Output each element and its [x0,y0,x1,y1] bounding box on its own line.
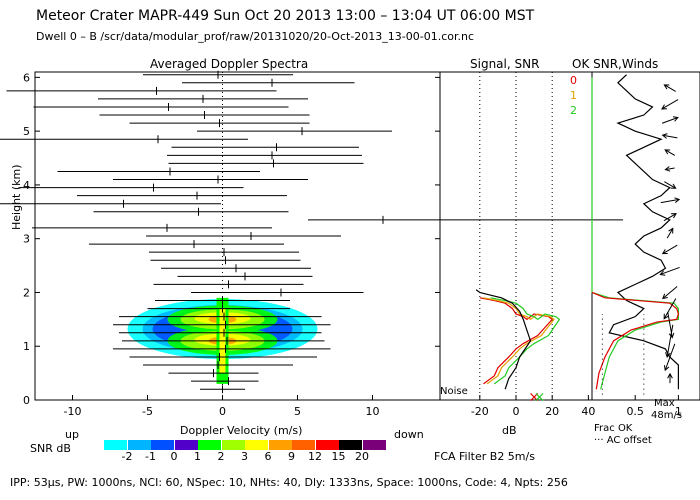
wind-vector-0 [667,372,673,384]
down-label: down [394,428,424,441]
wind-vector-12 [664,166,675,172]
colorbar-tick-label: 0 [170,450,178,463]
legend-item-2: 2 [570,104,577,117]
header-file-path: Dwell 0 – B /scr/data/modular_prof/raw/2… [36,30,475,43]
signal-series-1 [483,297,555,385]
colorbar-tick-label: 12 [308,450,322,463]
colorbar-swatch [292,440,315,450]
wind-vector-5 [662,286,678,300]
db-axis-label: dB [502,424,517,437]
wind-vector-9 [663,213,677,222]
y-tick-label-3: 3 [23,233,30,246]
wind-vector-17 [663,84,676,92]
colorbar-swatch [104,440,127,450]
signal-x-tick-label-20: 20 [545,405,559,418]
wind-vector-1 [663,343,676,372]
frac-x-tick-label-0.5: 0.5 [626,405,644,418]
colorbar-tick-label: 20 [355,450,369,463]
x-tick-label--5: -5 [142,405,153,418]
wind-vector-16 [661,99,679,110]
colorbar-tick-label: 9 [288,450,295,463]
frac-series-snr_ok_2 [591,77,680,390]
signal-x-tick-label-0: 0 [513,405,520,418]
wind-vector-8 [666,227,674,239]
frac-series-frac_ok [608,74,680,390]
colorbar-swatch [245,440,268,450]
signal-series-noise [475,289,532,390]
frac-x-tick-label-1: 1 [675,405,682,418]
up-label: up [65,428,79,441]
colorbar-swatch [221,440,245,450]
legend-item-0: 0 [570,74,577,87]
x-tick-label--10: -10 [64,405,82,418]
frac-ok-label: Frac OK [594,423,633,434]
wind-vector-13 [664,149,676,156]
x-tick-label-0: 0 [219,405,226,418]
colorbar-tick-label: -2 [121,450,133,463]
colorbar-tick-label: 15 [331,450,346,463]
colorbar-swatch [151,440,174,450]
colorbar-swatch [268,440,292,450]
colorbar-swatch [127,440,151,450]
colorbar-tick-label: 1 [194,450,201,463]
y-tick-label-5: 5 [23,125,30,138]
wind-vector-14 [661,133,678,139]
frac-series-snr_ok_0 [591,291,680,390]
wind-vector-10 [660,197,681,204]
wind-vector-3 [667,311,675,339]
ac-offset-label: ··· AC offset [594,435,652,446]
wind-vector-4 [663,298,677,320]
spectra-panel-title: Averaged Doppler Spectra [150,57,309,71]
signal-marker-2: × [534,389,546,405]
y-tick-label-2: 2 [23,286,30,299]
colorbar-swatch [198,440,221,450]
max-value: 48m/s [651,410,683,421]
y-tick-label-0: 0 [23,394,30,407]
y-tick-label-4: 4 [23,179,30,192]
signal-x-tick-label-40: 40 [581,405,595,418]
signal-panel-title: Signal, SNR [470,57,540,71]
legend-item-1: 1 [570,89,577,102]
footer-params: IPP: 53μs, PW: 1000ns, NCI: 60, NSpec: 1… [10,476,568,489]
colorbar-swatch [174,440,198,450]
wind-vector-15 [661,116,679,124]
wind-panel-title: OK SNR,Winds [572,57,659,71]
y-tick-label-6: 6 [23,71,30,84]
colorbar-swatch [362,440,386,450]
wind-vector-11 [664,181,677,189]
wind-vector-7 [661,244,678,255]
colorbar-swatch [315,440,339,450]
x-axis-label: Doppler Velocity (m/s) [180,424,303,437]
signal-marker-0: × [528,389,540,405]
wind-vector-6 [659,266,680,276]
x-tick-label-10: 10 [366,405,380,418]
colorbar-label: SNR dB [30,442,71,455]
max-label: Max [654,398,675,409]
header-title: Meteor Crater MAPR-449 Sun Oct 20 2013 1… [36,8,535,24]
noise-label: Noise [440,386,468,397]
colorbar-tick-label: 6 [264,450,272,463]
colorbar-tick-label: 2 [217,450,225,463]
fca-filter-label: FCA Filter B2 5m/s [434,450,535,463]
colorbar-tick-label: 3 [241,450,248,463]
signal-x-tick-label--20: -20 [471,405,489,418]
wind-vector-2 [665,324,674,358]
x-tick-label-5: 5 [294,405,301,418]
colorbar-tick-label: -1 [145,450,156,463]
y-tick-label-1: 1 [23,340,30,353]
signal-series-2 [490,297,561,385]
colorbar-swatch [339,440,362,450]
